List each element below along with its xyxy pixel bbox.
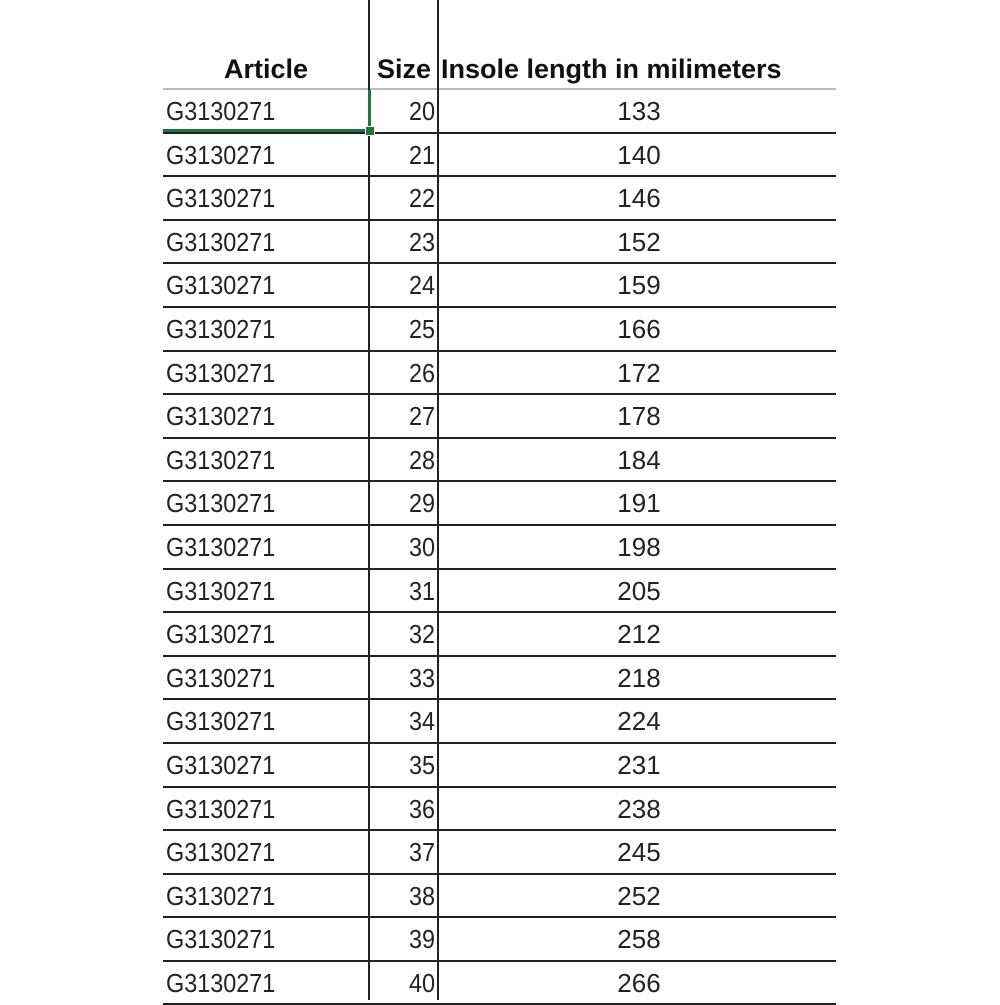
cell-article[interactable]: G3130271 [166, 967, 276, 998]
cell-insole-length[interactable]: 224 [617, 706, 661, 737]
cell-insole-length[interactable]: 205 [617, 575, 661, 606]
table-row: G3130271 30 198 [163, 526, 836, 570]
cell-size[interactable]: 34 [408, 706, 435, 737]
cell-size[interactable]: 40 [408, 967, 435, 998]
table-row: G3130271 20 133 [163, 90, 836, 134]
cell-article[interactable]: G3130271 [166, 793, 276, 824]
cell-article[interactable]: G3130271 [166, 749, 276, 780]
table-row: G3130271 25 166 [163, 308, 836, 352]
table-row: G3130271 29 191 [163, 482, 836, 526]
table-row: G3130271 37 245 [163, 831, 836, 875]
cell-size[interactable]: 32 [408, 619, 435, 650]
cell-insole-length[interactable]: 245 [617, 837, 661, 868]
cell-insole-length[interactable]: 198 [617, 531, 661, 562]
cell-size[interactable]: 24 [408, 270, 435, 301]
cell-size[interactable]: 30 [408, 531, 435, 562]
cell-insole-length[interactable]: 191 [617, 488, 661, 519]
cell-insole-length[interactable]: 166 [617, 313, 661, 344]
table-row: G3130271 40 266 [163, 962, 836, 1005]
cell-article[interactable]: G3130271 [166, 313, 276, 344]
cell-size[interactable]: 36 [408, 793, 435, 824]
table-row: G3130271 22 146 [163, 177, 836, 221]
cell-article[interactable]: G3130271 [166, 924, 276, 955]
cell-article[interactable]: G3130271 [166, 96, 276, 126]
cell-size[interactable]: 22 [408, 183, 435, 214]
table-row: G3130271 28 184 [163, 439, 836, 483]
cell-size[interactable]: 39 [408, 924, 435, 955]
cell-article[interactable]: G3130271 [166, 183, 276, 214]
cell-insole-length[interactable]: 152 [617, 226, 661, 257]
cell-article[interactable]: G3130271 [166, 226, 276, 257]
cell-insole-length[interactable]: 266 [617, 967, 661, 998]
cell-article[interactable]: G3130271 [166, 575, 276, 606]
cell-size[interactable]: 23 [408, 226, 435, 257]
cell-article[interactable]: G3130271 [166, 662, 276, 693]
cell-size[interactable]: 27 [408, 401, 435, 432]
cell-article[interactable]: G3130271 [166, 488, 276, 519]
cell-insole-length[interactable]: 238 [617, 793, 661, 824]
column-divider [368, 0, 370, 1000]
cell-size[interactable]: 38 [408, 880, 435, 911]
table-row: G3130271 34 224 [163, 700, 836, 744]
cell-insole-length[interactable]: 184 [617, 444, 661, 475]
header-insole-length[interactable]: Insole length in milimeters [441, 54, 782, 84]
cell-size[interactable]: 33 [408, 662, 435, 693]
cell-insole-length[interactable]: 218 [617, 662, 661, 693]
selected-cell-border [368, 90, 371, 131]
cell-size[interactable]: 31 [408, 575, 435, 606]
cell-size[interactable]: 25 [408, 313, 435, 344]
cell-insole-length[interactable]: 178 [617, 401, 661, 432]
header-divider [163, 88, 836, 90]
table-row: G3130271 24 159 [163, 264, 836, 308]
cell-size[interactable]: 35 [408, 749, 435, 780]
cell-article[interactable]: G3130271 [166, 270, 276, 301]
cell-size[interactable]: 29 [408, 488, 435, 519]
cell-article[interactable]: G3130271 [166, 357, 276, 388]
cell-article[interactable]: G3130271 [166, 619, 276, 650]
cell-insole-length[interactable]: 172 [617, 357, 661, 388]
cell-article[interactable]: G3130271 [166, 837, 276, 868]
cell-insole-length[interactable]: 231 [617, 749, 661, 780]
table-row: G3130271 39 258 [163, 918, 836, 962]
cell-article[interactable]: G3130271 [166, 706, 276, 737]
table-row: G3130271 35 231 [163, 744, 836, 788]
table-row: G3130271 27 178 [163, 395, 836, 439]
cell-size[interactable]: 37 [408, 837, 435, 868]
table-row: G3130271 33 218 [163, 657, 836, 701]
cell-insole-length[interactable]: 133 [617, 96, 661, 126]
cell-insole-length[interactable]: 252 [617, 880, 661, 911]
cell-article[interactable]: G3130271 [166, 139, 276, 170]
cell-insole-length[interactable]: 159 [617, 270, 661, 301]
cell-insole-length[interactable]: 146 [617, 183, 661, 214]
cell-insole-length[interactable]: 258 [617, 924, 661, 955]
fill-handle[interactable] [365, 126, 375, 136]
cell-insole-length[interactable]: 212 [617, 619, 661, 650]
cell-article[interactable]: G3130271 [166, 401, 276, 432]
table-row: G3130271 31 205 [163, 570, 836, 614]
cell-article[interactable]: G3130271 [166, 880, 276, 911]
selected-cell-border [163, 129, 370, 132]
column-divider [437, 0, 439, 1000]
cell-size[interactable]: 26 [408, 357, 435, 388]
cell-article[interactable]: G3130271 [166, 531, 276, 562]
cell-insole-length[interactable]: 140 [617, 139, 661, 170]
cell-size[interactable]: 21 [408, 139, 435, 170]
table-body: G3130271 20 133 G3130271 21 140 G3130271 22 146 G… [163, 90, 836, 1005]
table-row: G3130271 23 152 [163, 221, 836, 265]
table-row: G3130271 32 212 [163, 613, 836, 657]
table-row: G3130271 21 140 [163, 134, 836, 178]
cell-size[interactable]: 28 [408, 444, 435, 475]
table-row: G3130271 36 238 [163, 788, 836, 832]
header-size[interactable]: Size [376, 54, 432, 84]
table-row: G3130271 38 252 [163, 875, 836, 919]
cell-size[interactable]: 20 [408, 96, 435, 126]
cell-article[interactable]: G3130271 [166, 444, 276, 475]
table-row: G3130271 26 172 [163, 352, 836, 396]
header-article[interactable]: Article [223, 54, 309, 84]
